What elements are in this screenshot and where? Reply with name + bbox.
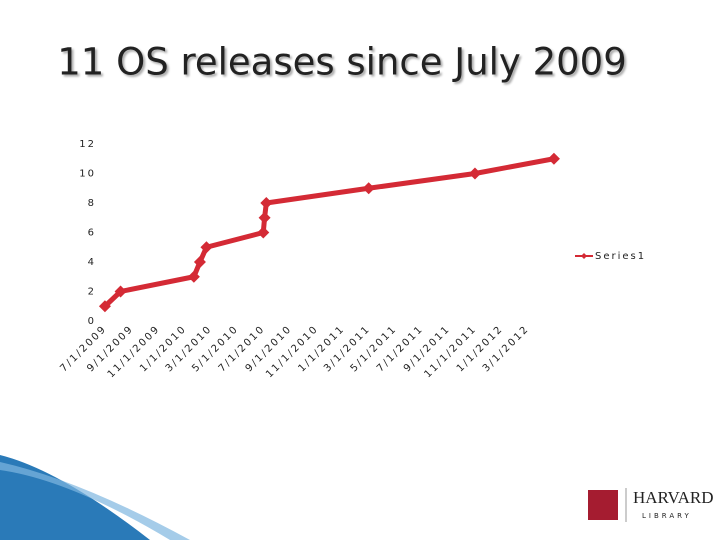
series-line xyxy=(103,156,555,309)
point-marker xyxy=(258,211,271,224)
point-marker xyxy=(547,152,560,165)
point-marker xyxy=(260,197,273,209)
y-tick-label: 8 xyxy=(88,198,96,209)
y-tick-label: 6 xyxy=(88,228,96,239)
y-tick-label: 4 xyxy=(88,257,96,268)
logo-name: HARVARD xyxy=(633,488,714,507)
logo-subtitle: LIBRARY xyxy=(642,512,692,520)
point-marker xyxy=(200,241,213,254)
point-marker xyxy=(468,167,481,180)
y-tick-label: 0 xyxy=(88,316,96,327)
point-marker xyxy=(187,270,200,283)
logo-shield xyxy=(588,490,618,520)
wave-decoration xyxy=(0,462,190,540)
x-tick-label: 3/1/2012 xyxy=(481,323,532,374)
point-marker xyxy=(257,226,270,239)
legend-marker xyxy=(581,253,587,259)
chart-title: 11 OS releases since July 2009 xyxy=(57,41,627,84)
point-marker xyxy=(193,256,206,268)
y-tick-label: 12 xyxy=(79,139,96,150)
legend-label: Series1 xyxy=(595,251,646,262)
logo: HARVARD LIBRARY xyxy=(588,488,714,522)
y-tick-label: 2 xyxy=(88,287,96,298)
point-marker xyxy=(362,182,375,195)
y-tick-label: 10 xyxy=(79,169,96,180)
point-marker xyxy=(114,285,127,298)
point-marker xyxy=(98,300,111,313)
